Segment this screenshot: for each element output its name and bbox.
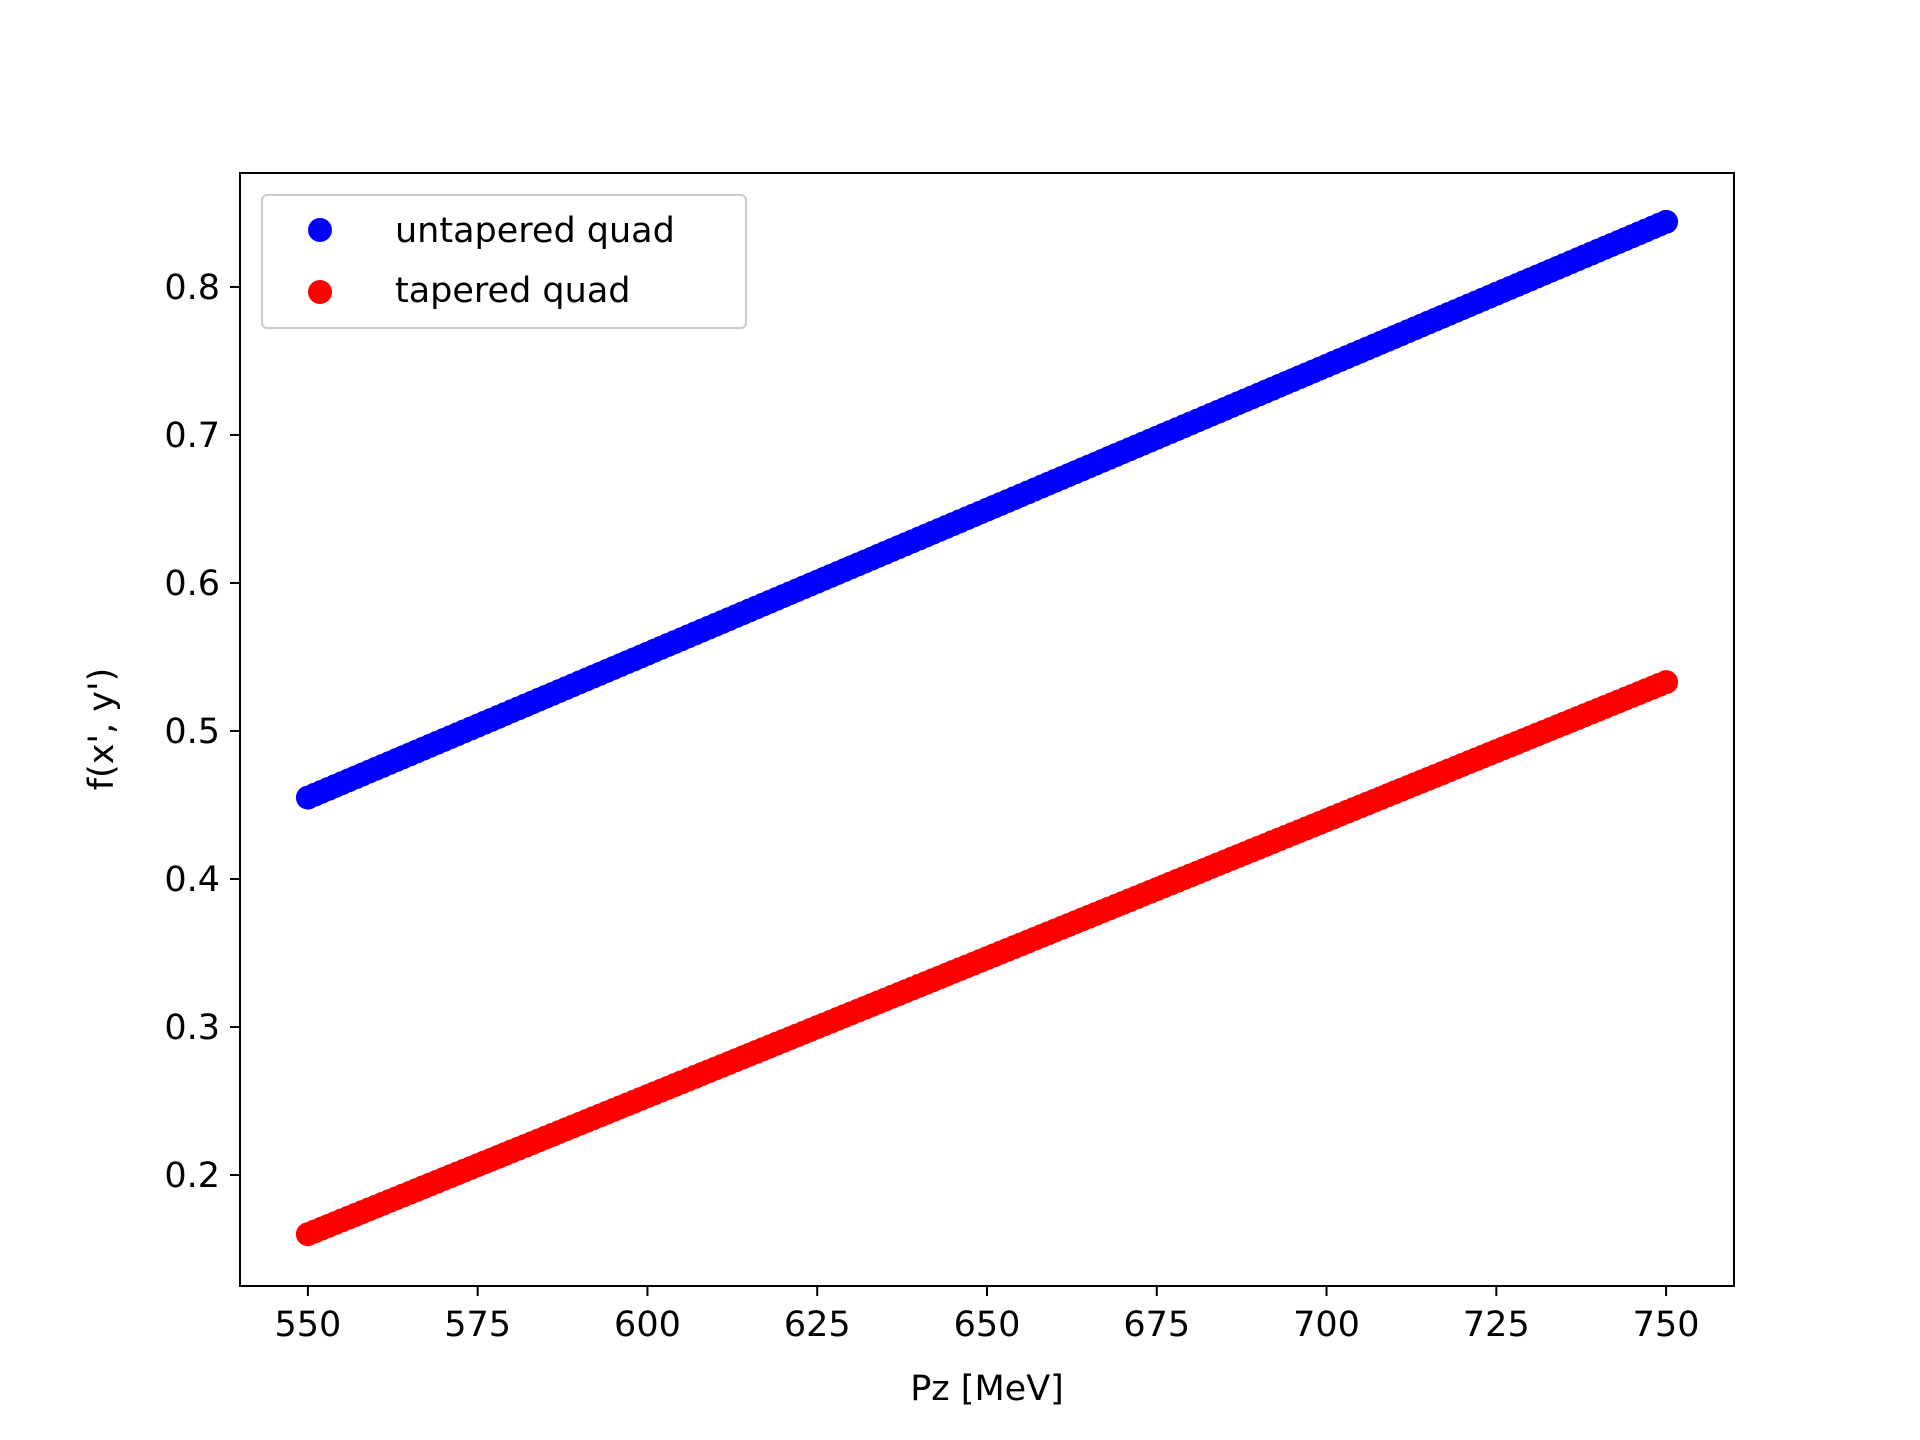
legend-label-untapered-quad: untapered quad (395, 211, 675, 251)
y-axis-ticks: 0.2 0.3 0.4 0.5 0.6 0.7 0.8 (164, 268, 240, 1196)
x-tick-label-575: 575 (444, 1305, 511, 1345)
y-tick-label-0.8: 0.8 (164, 268, 220, 308)
series-tapered-quad (295, 670, 1679, 1247)
y-tick-label-0.5: 0.5 (164, 712, 220, 752)
x-axis-label: Pz [MeV] (910, 1369, 1064, 1409)
x-tick-label-600: 600 (614, 1305, 681, 1345)
x-tick-label-550: 550 (275, 1305, 342, 1345)
legend-marker-tapered-quad (308, 280, 332, 304)
point (1654, 209, 1679, 234)
y-tick-label-0.6: 0.6 (164, 564, 220, 604)
plot-points (295, 209, 1679, 1247)
series-untapered-quad (295, 209, 1679, 810)
x-tick-label-625: 625 (784, 1305, 851, 1345)
x-tick-label-750: 750 (1633, 1305, 1700, 1345)
point (1654, 670, 1679, 695)
legend-label-tapered-quad: tapered quad (395, 271, 630, 311)
x-axis-ticks: 550 575 600 625 650 675 700 725 750 (275, 1286, 1700, 1345)
x-tick-label-700: 700 (1293, 1305, 1360, 1345)
y-tick-label-0.4: 0.4 (164, 860, 220, 900)
y-axis-label: f(x', y') (82, 668, 122, 791)
y-tick-label-0.7: 0.7 (164, 416, 220, 456)
legend-frame (261, 194, 747, 329)
y-tick-label-0.2: 0.2 (164, 1156, 220, 1196)
y-tick-label-0.3: 0.3 (164, 1008, 220, 1048)
legend-marker-untapered-quad (308, 218, 332, 242)
x-tick-label-650: 650 (954, 1305, 1021, 1345)
x-tick-label-675: 675 (1123, 1305, 1190, 1345)
x-tick-label-725: 725 (1463, 1305, 1530, 1345)
legend: untapered quad tapered quad (261, 194, 747, 329)
